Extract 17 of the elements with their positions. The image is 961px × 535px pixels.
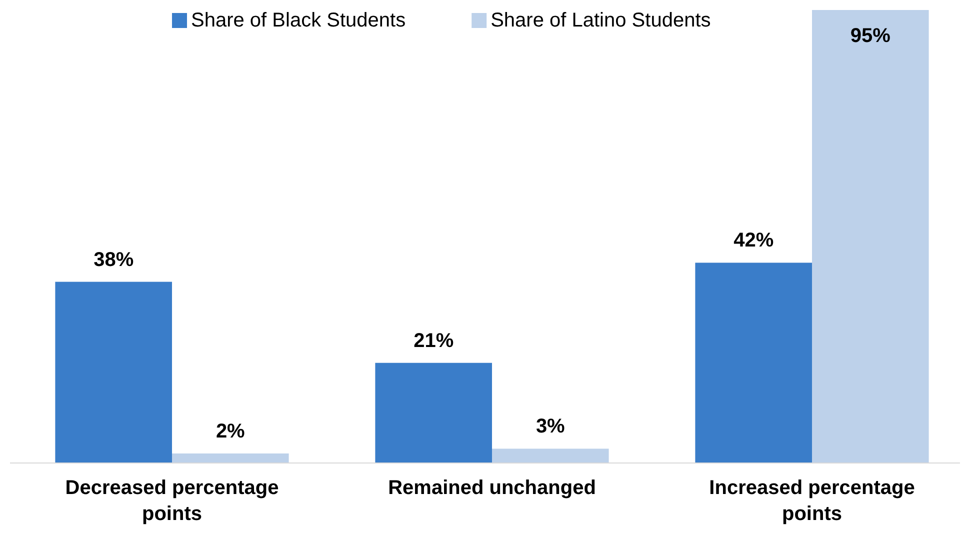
bar — [695, 262, 812, 463]
bar — [492, 448, 609, 463]
bar — [172, 453, 289, 463]
x-tick-label: Decreased percentage points — [65, 477, 279, 525]
legend-label: Share of Latino Students — [490, 9, 711, 32]
bar — [55, 282, 172, 463]
x-tick-label: Increased percentage points — [709, 477, 915, 525]
data-label: 38% — [94, 248, 134, 271]
data-label: 3% — [536, 416, 566, 438]
data-label: 95% — [850, 25, 891, 47]
bar — [375, 362, 492, 463]
x-tick-label: Remained unchanged — [388, 477, 596, 499]
bar — [812, 10, 929, 463]
data-label: 21% — [414, 330, 454, 352]
data-label: 2% — [216, 420, 246, 442]
legend-label: Share of Black Students — [191, 9, 406, 32]
data-label: 42% — [734, 230, 774, 252]
